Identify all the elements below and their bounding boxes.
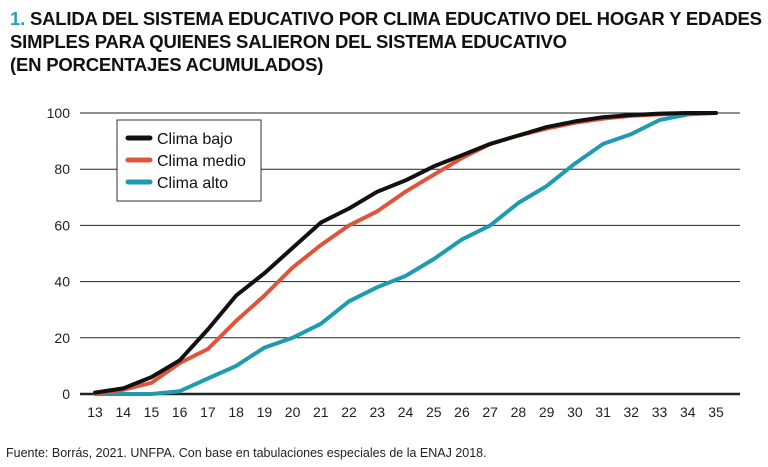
x-tick-label: 14	[115, 404, 131, 420]
x-tick-label: 26	[454, 404, 470, 420]
x-tick-label: 32	[624, 404, 640, 420]
x-tick-label: 29	[539, 404, 555, 420]
series-line-clima-alto	[93, 111, 718, 396]
x-tick-label: 15	[144, 404, 160, 420]
x-tick-label: 27	[482, 404, 498, 420]
y-tick-label: 20	[54, 330, 70, 346]
y-tick-label: 60	[54, 217, 70, 233]
series-lines	[93, 111, 718, 396]
x-tick-label: 22	[341, 404, 357, 420]
x-tick-label: 23	[369, 404, 385, 420]
y-tick-label: 0	[62, 386, 70, 402]
title-line-1: SALIDA DEL SISTEMA EDUCATIVO POR CLIMA E…	[29, 8, 762, 29]
legend-label: Clima medio	[157, 153, 246, 170]
x-tick-label: 18	[228, 404, 244, 420]
legend-label: Clima alto	[157, 175, 228, 192]
title-line-3: (EN PORCENTAJES ACUMULADOS)	[10, 54, 324, 75]
x-tick-label: 21	[313, 404, 329, 420]
chart-title: 1. SALIDA DEL SISTEMA EDUCATIVO POR CLIM…	[10, 7, 768, 76]
x-tick-label: 34	[680, 404, 696, 420]
y-tick-label: 40	[54, 274, 70, 290]
legend-label: Clima bajo	[157, 131, 233, 148]
x-tick-label: 17	[200, 404, 216, 420]
series-line-clima-bajo	[93, 111, 718, 395]
y-axis-ticks: 0 20 40 60 80 100	[47, 105, 71, 402]
x-axis-ticks: 13 14 15 16 17 18 19 20 21 22 23 24 25 26 27 28 29 30 31 32…	[87, 404, 724, 420]
x-tick-label: 19	[257, 404, 273, 420]
x-tick-label: 28	[511, 404, 527, 420]
y-tick-label: 80	[54, 161, 70, 177]
x-tick-label: 13	[87, 404, 103, 420]
x-tick-label: 25	[426, 404, 442, 420]
x-tick-label: 20	[285, 404, 301, 420]
x-tick-label: 24	[398, 404, 414, 420]
title-line-2: SIMPLES PARA QUIENES SALIERON DEL SISTEM…	[10, 31, 567, 52]
x-tick-label: 16	[172, 404, 188, 420]
x-tick-label: 33	[652, 404, 668, 420]
title-number: 1.	[10, 8, 26, 29]
legend: Clima bajo Clima medio Clima alto	[116, 119, 262, 202]
source-note: Fuente: Borrás, 2021. UNFPA. Con base en…	[6, 446, 487, 460]
y-tick-label: 100	[47, 105, 71, 121]
x-tick-label: 30	[567, 404, 583, 420]
x-tick-label: 31	[595, 404, 611, 420]
grid	[80, 112, 740, 396]
x-tick-label: 35	[708, 404, 724, 420]
